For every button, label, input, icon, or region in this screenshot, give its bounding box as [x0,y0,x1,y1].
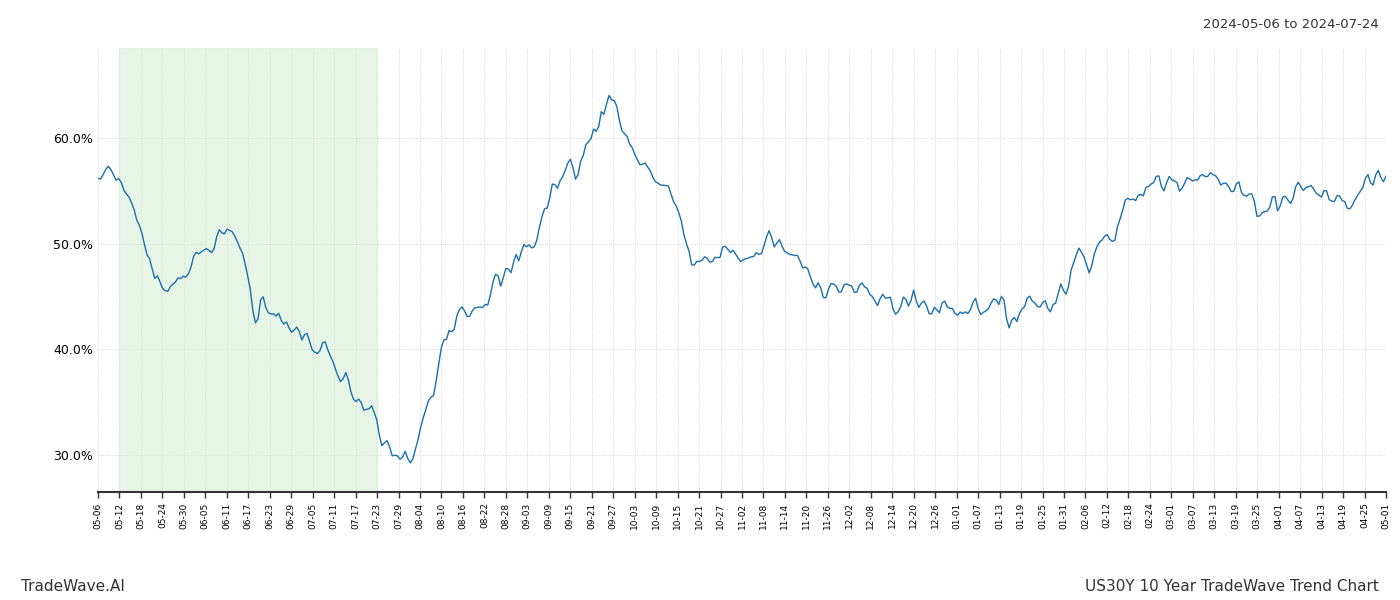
Text: TradeWave.AI: TradeWave.AI [21,579,125,594]
Text: 2024-05-06 to 2024-07-24: 2024-05-06 to 2024-07-24 [1203,18,1379,31]
Text: US30Y 10 Year TradeWave Trend Chart: US30Y 10 Year TradeWave Trend Chart [1085,579,1379,594]
Bar [119,48,377,492]
